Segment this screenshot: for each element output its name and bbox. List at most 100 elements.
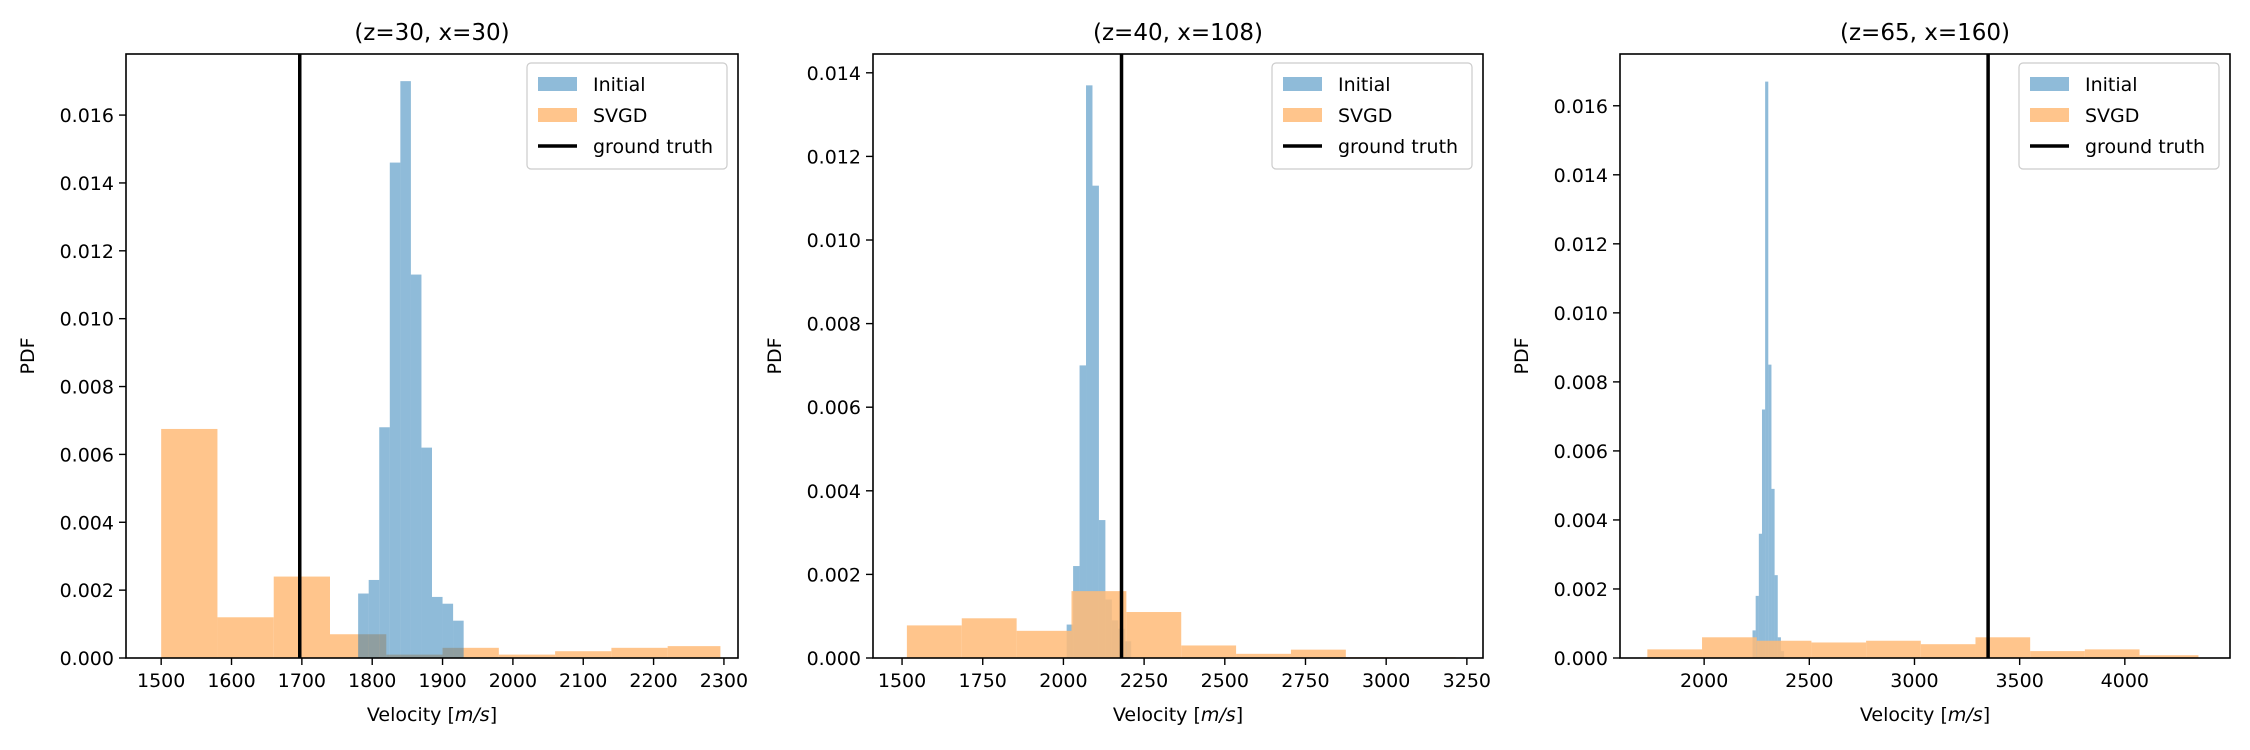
y-tick-label: 0.010 bbox=[807, 230, 861, 252]
legend: Initial SVGD ground truth bbox=[526, 62, 728, 170]
x-tick-label: 3000 bbox=[1890, 670, 1938, 692]
bar-initial-6 bbox=[1768, 364, 1772, 658]
bar-initial-4 bbox=[1761, 409, 1766, 658]
y-tick-label: 0.014 bbox=[807, 63, 861, 85]
bar-svgd-1 bbox=[906, 625, 962, 658]
bar-svgd-4 bbox=[1071, 591, 1127, 658]
axes-frame bbox=[872, 53, 1484, 659]
bar-svgd-3 bbox=[1756, 640, 1812, 658]
y-tick-label: 0.004 bbox=[60, 512, 114, 534]
bar-initial-8 bbox=[1774, 575, 1778, 658]
bar-initial-3 bbox=[379, 427, 390, 658]
bar-svgd-6 bbox=[442, 647, 499, 658]
x-tick-label: 1700 bbox=[278, 670, 326, 692]
subplot-3: 2000 2500 3000 3500 4000 0.000 0.002 0.004 0.006… bbox=[1511, 20, 2231, 726]
bar-svgd-2 bbox=[217, 617, 274, 658]
legend-label-ground-truth: ground truth bbox=[1338, 136, 1458, 158]
bar-svgd-5 bbox=[1126, 612, 1182, 658]
y-tick-label: 0.012 bbox=[807, 146, 861, 168]
bar-svgd-8 bbox=[1290, 649, 1346, 658]
legend: Initial SVGD ground truth bbox=[2018, 62, 2220, 170]
x-tick-label: 1800 bbox=[348, 670, 396, 692]
bar-initial-4 bbox=[389, 162, 401, 658]
y-tick-label: 0.016 bbox=[60, 105, 114, 127]
x-tick-label: 2000 bbox=[1680, 670, 1728, 692]
bar-svgd-10 bbox=[2139, 655, 2199, 658]
bar-svgd-7 bbox=[1236, 653, 1291, 658]
y-tick-label: 0.006 bbox=[60, 444, 114, 466]
bar-initial-10 bbox=[453, 620, 464, 658]
legend-swatch-initial bbox=[538, 77, 577, 91]
bar-svgd-8 bbox=[2030, 651, 2085, 658]
bar-initial-5 bbox=[1765, 81, 1769, 658]
y-tick-label: 0.008 bbox=[60, 377, 114, 399]
y-tick-label: 0.002 bbox=[807, 564, 861, 586]
y-tick-label: 0.010 bbox=[60, 309, 114, 331]
y-axis-label: PDF bbox=[1511, 337, 1533, 374]
bar-svgd-2 bbox=[961, 618, 1017, 658]
legend: Initial SVGD ground truth bbox=[1271, 62, 1473, 170]
y-tick-label: 0.010 bbox=[1554, 303, 1608, 325]
x-tick-label: 2300 bbox=[700, 670, 748, 692]
legend-swatch-svgd bbox=[2030, 108, 2069, 122]
legend-swatch-svgd bbox=[1283, 108, 1322, 122]
y-tick-label: 0.014 bbox=[60, 173, 114, 195]
bar-initial-5 bbox=[1092, 185, 1099, 658]
x-tick-label: 1750 bbox=[959, 670, 1007, 692]
legend-label-ground-truth: ground truth bbox=[593, 136, 713, 158]
bar-initial-7 bbox=[1771, 488, 1775, 658]
x-tick-label: 2100 bbox=[559, 670, 607, 692]
bar-initial-5 bbox=[400, 81, 411, 659]
y-axis-label: PDF bbox=[17, 337, 39, 374]
bar-svgd-3 bbox=[273, 576, 330, 658]
bar-svgd-4 bbox=[1811, 642, 1867, 658]
subplots: 1500 1600 1700 1800 1900 2000 2100 2200 2300 0.00… bbox=[17, 20, 2231, 726]
bar-svgd-3 bbox=[1016, 630, 1072, 658]
y-tick-label: 0.012 bbox=[1554, 234, 1608, 256]
x-tick-label: 4000 bbox=[2101, 670, 2149, 692]
y-tick-label: 0.016 bbox=[1554, 96, 1608, 118]
y-tick-label: 0.000 bbox=[807, 648, 861, 670]
bar-initial-9 bbox=[442, 603, 454, 658]
x-tick-label: 2500 bbox=[1201, 670, 1249, 692]
y-axis-label: PDF bbox=[764, 337, 786, 374]
legend-label-initial: Initial bbox=[2085, 74, 2138, 96]
legend-swatch-initial bbox=[2030, 77, 2069, 91]
subplot-2: 1500 1750 2000 2250 2500 2750 3000 3250 0.000 0.0… bbox=[764, 20, 1491, 726]
x-tick-label: 2750 bbox=[1281, 670, 1329, 692]
bar-svgd-1 bbox=[1647, 649, 1703, 658]
x-axis-label: Velocity [m/s] bbox=[1860, 704, 1990, 726]
legend-label-svgd: SVGD bbox=[593, 105, 647, 127]
y-tick-label: 0.014 bbox=[1554, 165, 1608, 187]
y-tick-label: 0.006 bbox=[807, 397, 861, 419]
bar-initial-7 bbox=[421, 447, 432, 658]
bar-initial-4 bbox=[1086, 85, 1093, 658]
x-tick-label: 1600 bbox=[207, 670, 255, 692]
bar-initial-2 bbox=[1755, 595, 1759, 658]
x-tick-label: 2250 bbox=[1120, 670, 1168, 692]
bar-initial-3 bbox=[1079, 365, 1087, 658]
x-tick-label: 2200 bbox=[629, 670, 677, 692]
y-tick-label: 0.006 bbox=[1554, 441, 1608, 463]
x-tick-label: 2000 bbox=[1039, 670, 1087, 692]
x-tick-label: 1500 bbox=[878, 670, 926, 692]
x-tick-label: 2500 bbox=[1785, 670, 1833, 692]
bar-svgd-10 bbox=[667, 646, 721, 658]
y-tick-label: 0.000 bbox=[60, 648, 114, 670]
x-axis-label: Velocity [m/s] bbox=[367, 704, 497, 726]
subplot-1: 1500 1600 1700 1800 1900 2000 2100 2200 2300 0.00… bbox=[17, 20, 748, 726]
legend-label-svgd: SVGD bbox=[1338, 105, 1392, 127]
bar-svgd-5 bbox=[1866, 640, 1921, 658]
bar-initial-2 bbox=[368, 579, 380, 658]
chart-title: (z=65, x=160) bbox=[1840, 20, 2010, 46]
y-tick-label: 0.008 bbox=[807, 314, 861, 336]
bar-svgd-7 bbox=[498, 654, 556, 658]
y-tick-label: 0.004 bbox=[1554, 510, 1608, 532]
legend-label-initial: Initial bbox=[1338, 74, 1391, 96]
x-tick-label: 1900 bbox=[418, 670, 466, 692]
bar-svgd-6 bbox=[1181, 645, 1237, 658]
legend-label-initial: Initial bbox=[593, 74, 646, 96]
legend-label-svgd: SVGD bbox=[2085, 105, 2139, 127]
bar-svgd-8 bbox=[555, 651, 612, 658]
